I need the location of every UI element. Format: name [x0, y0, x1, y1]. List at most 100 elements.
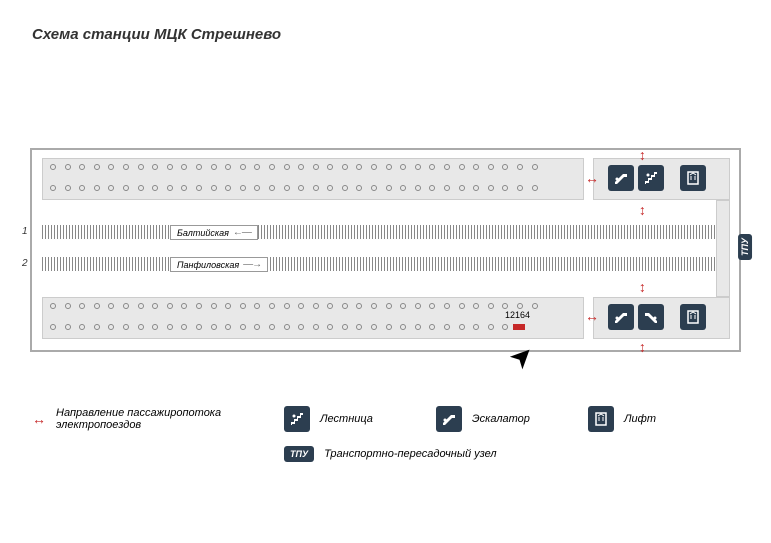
escalator-icon: [608, 304, 634, 330]
escalator-icon: [608, 165, 634, 191]
column-dot: [473, 303, 479, 309]
column-dot: [459, 185, 465, 191]
column-dot: [50, 303, 56, 309]
column-dot: [94, 324, 100, 330]
arrow-right-icon: —→: [243, 259, 261, 270]
column-dot: [342, 185, 348, 191]
page-title: Схема станции МЦК Стрешнево: [32, 26, 281, 43]
column-dot: [517, 303, 523, 309]
column-dot: [284, 303, 290, 309]
column-dot: [371, 324, 377, 330]
flow-arrow-v-icon: ↔: [637, 281, 653, 295]
column-dot: [254, 164, 260, 170]
column-dot: [181, 303, 187, 309]
column-dot: [123, 164, 129, 170]
column-dot: [400, 324, 406, 330]
column-dot: [138, 185, 144, 191]
column-dot: [532, 164, 538, 170]
column-dot: [240, 324, 246, 330]
column-dot: [342, 303, 348, 309]
column-dot: [298, 324, 304, 330]
legend-tpu-text: Транспортно-пересадочный узел: [324, 448, 497, 460]
column-dot: [240, 185, 246, 191]
marker-number: 12164: [505, 310, 530, 320]
legend-escalator-text: Эскалатор: [472, 413, 530, 425]
lift-icon: [588, 406, 614, 432]
column-dot: [502, 185, 508, 191]
column-dot: [488, 324, 494, 330]
column-dot: [488, 185, 494, 191]
column-dot: [225, 164, 231, 170]
column-dot: [284, 164, 290, 170]
column-dot: [79, 185, 85, 191]
column-dot: [167, 324, 173, 330]
column-row: [50, 164, 538, 170]
column-dot: [429, 324, 435, 330]
column-dot: [517, 164, 523, 170]
column-dot: [415, 185, 421, 191]
column-dot: [386, 303, 392, 309]
flow-arrow-icon: ↔: [585, 308, 599, 324]
column-dot: [386, 164, 392, 170]
column-dot: [138, 324, 144, 330]
column-dot: [313, 185, 319, 191]
column-dot: [459, 303, 465, 309]
column-dot: [50, 164, 56, 170]
column-dot: [327, 303, 333, 309]
column-row: [50, 303, 538, 309]
flow-arrow-v-icon: ↔: [637, 341, 653, 355]
column-dot: [65, 303, 71, 309]
legend-lift-text: Лифт: [624, 413, 656, 425]
column-dot: [444, 185, 450, 191]
column-dot: [152, 164, 158, 170]
column-dot: [269, 303, 275, 309]
column-dot: [123, 324, 129, 330]
facility-icons-bottom: [608, 304, 706, 330]
column-dot: [429, 303, 435, 309]
column-dot: [386, 324, 392, 330]
column-dot: [225, 324, 231, 330]
column-dot: [342, 164, 348, 170]
column-dot: [50, 185, 56, 191]
column-dot: [225, 185, 231, 191]
column-dot: [502, 303, 508, 309]
column-dot: [327, 324, 333, 330]
column-dot: [444, 164, 450, 170]
column-dot: [400, 164, 406, 170]
column-dot: [94, 303, 100, 309]
column-dot: [473, 324, 479, 330]
column-dot: [400, 303, 406, 309]
column-dot: [240, 303, 246, 309]
lift-icon: [680, 165, 706, 191]
column-dot: [502, 164, 508, 170]
column-dot: [459, 324, 465, 330]
column-dot: [488, 303, 494, 309]
column-dot: [284, 185, 290, 191]
column-dot: [444, 303, 450, 309]
legend-stairs-text: Лестница: [320, 413, 373, 425]
column-dot: [108, 303, 114, 309]
column-dot: [138, 303, 144, 309]
column-dot: [356, 303, 362, 309]
flow-arrow-v-icon: ↔: [637, 204, 653, 218]
column-dot: [313, 164, 319, 170]
direction-label-2: Панфиловская —→: [170, 257, 268, 272]
column-dot: [327, 185, 333, 191]
column-dot: [108, 185, 114, 191]
flow-arrow-icon: ↔: [585, 170, 599, 186]
direction-text: Панфиловская: [177, 260, 239, 270]
column-dot: [196, 303, 202, 309]
column-dot: [327, 164, 333, 170]
column-dot: [298, 185, 304, 191]
column-dot: [517, 185, 523, 191]
column-dot: [313, 324, 319, 330]
column-dot: [269, 164, 275, 170]
column-dot: [415, 164, 421, 170]
legend-flow-text: Направление пассажиропотока электропоезд…: [56, 407, 236, 431]
column-dot: [240, 164, 246, 170]
column-dot: [196, 164, 202, 170]
facility-connector: [716, 200, 730, 297]
column-dot: [181, 324, 187, 330]
column-dot: [196, 185, 202, 191]
column-dot: [459, 164, 465, 170]
